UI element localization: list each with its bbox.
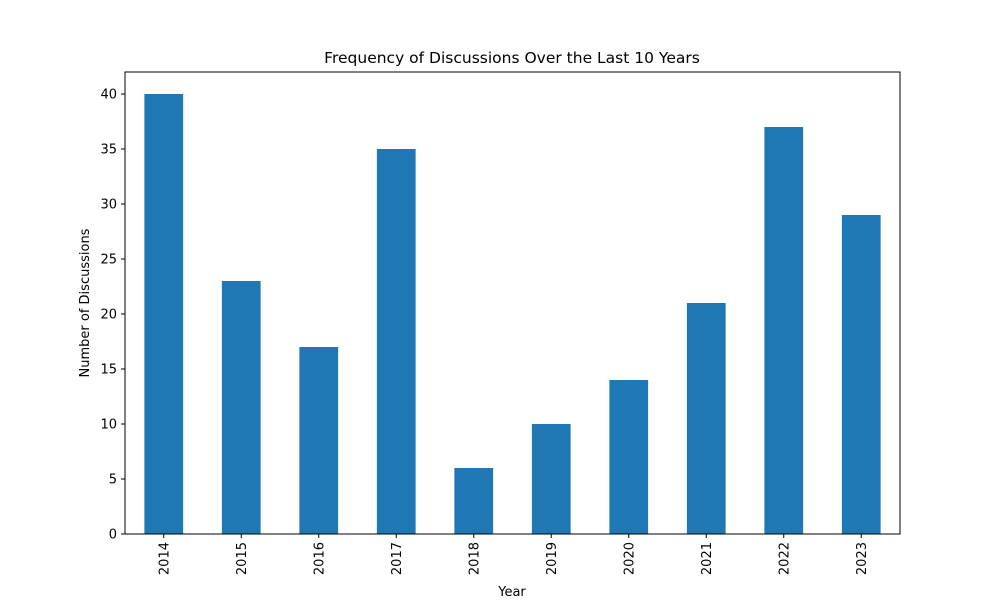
x-tick-label: 2018: [467, 542, 482, 575]
x-axis: 2014 2015 2016 2017 2018 2019 2020 2021 2022 2023: [157, 534, 870, 575]
x-tick-label: 2015: [235, 542, 250, 575]
x-axis-label: Year: [497, 585, 526, 600]
y-tick-label: 25: [100, 253, 117, 268]
x-tick-label: 2021: [700, 542, 715, 575]
y-tick-label: 5: [109, 473, 117, 488]
chart-title: Frequency of Discussions Over the Last 1…: [324, 49, 700, 67]
bar-2014: [144, 94, 184, 534]
bar-2017: [376, 149, 416, 534]
bar-2022: [764, 127, 804, 534]
x-tick-label: 2020: [622, 542, 637, 575]
y-tick-label: 30: [100, 198, 117, 213]
x-tick-label: 2017: [390, 542, 405, 575]
y-tick-label: 15: [100, 363, 117, 378]
x-tick-label: 2014: [157, 542, 172, 575]
bar-2023: [841, 215, 881, 534]
x-tick-label: 2023: [855, 542, 870, 575]
y-tick-label: 10: [100, 418, 117, 433]
y-axis-label: Number of Discussions: [78, 228, 93, 377]
y-tick-label: 0: [109, 528, 117, 543]
bar-2018: [454, 468, 494, 534]
y-tick-label: 20: [100, 308, 117, 323]
x-tick-label: 2016: [312, 542, 327, 575]
bar-2016: [299, 347, 339, 534]
bar-2021: [686, 303, 726, 534]
x-tick-label: 2022: [777, 542, 792, 575]
y-tick-label: 35: [100, 143, 117, 158]
bars: [144, 94, 881, 534]
x-tick-label: 2019: [545, 542, 560, 575]
bar-2015: [221, 281, 261, 534]
bar-2019: [531, 424, 571, 534]
plot-area-frame: [124, 71, 901, 535]
y-axis: 0 5 10 15 20 25 30 35 40: [100, 88, 125, 543]
bar-2020: [609, 380, 649, 534]
y-tick-label: 40: [100, 88, 117, 103]
